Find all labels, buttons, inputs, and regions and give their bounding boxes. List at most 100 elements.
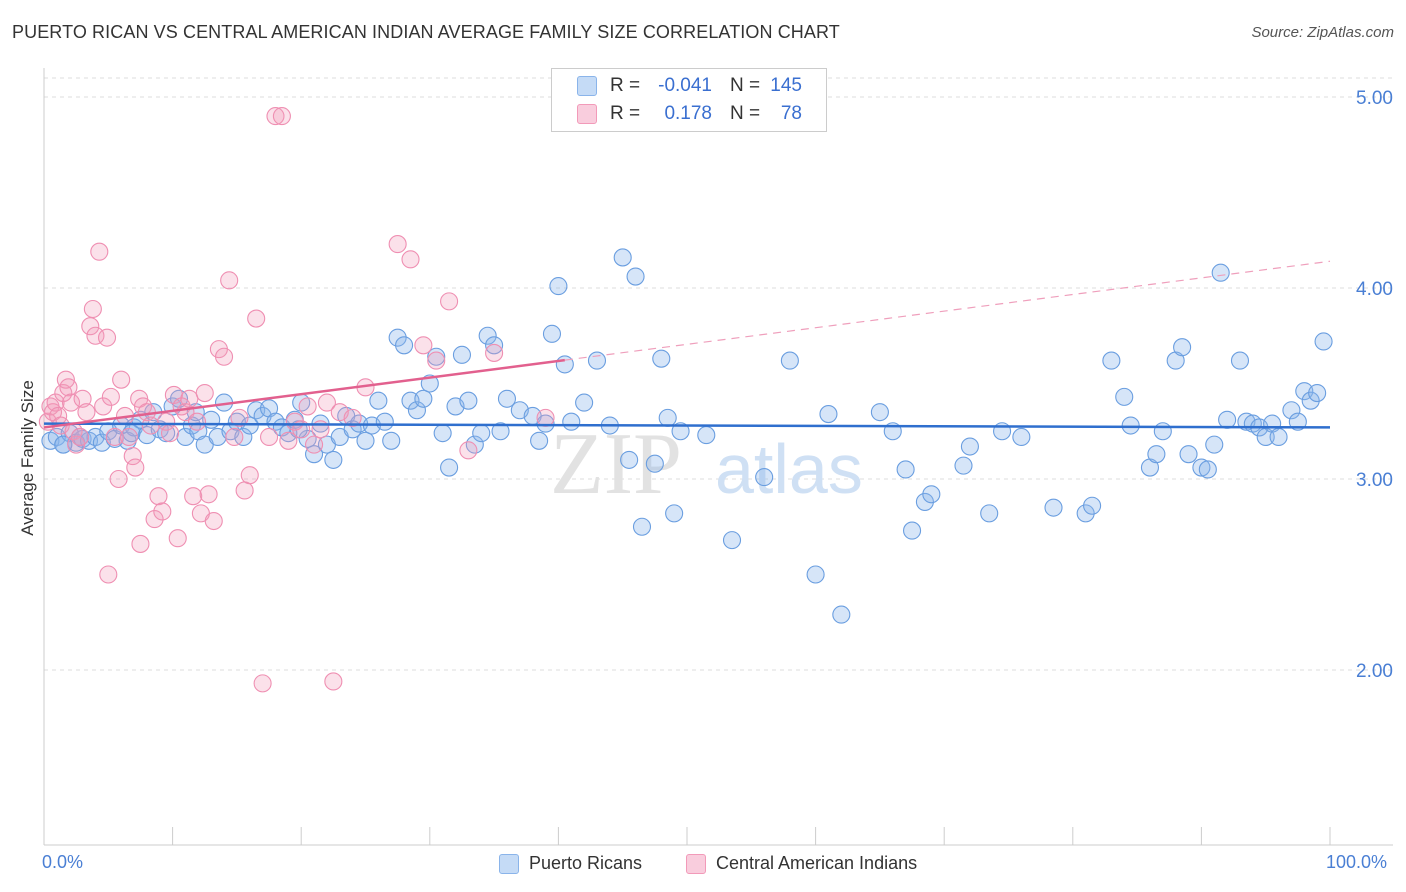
data-point <box>1314 332 1333 351</box>
data-point <box>497 389 517 408</box>
data-point <box>427 347 446 366</box>
data-point <box>485 336 504 355</box>
data-point <box>272 107 291 126</box>
data-point <box>145 510 164 529</box>
data-point <box>388 235 407 254</box>
data-point <box>697 426 716 445</box>
data-point <box>414 336 433 355</box>
y-tick-labels: 2.00 3.00 4.00 5.00 <box>1356 88 1393 682</box>
legend-item-puerto-ricans: Puerto Ricans <box>499 853 642 874</box>
r-label: R = <box>610 103 641 124</box>
data-point <box>81 317 100 336</box>
data-point <box>123 447 142 466</box>
data-point <box>478 326 497 345</box>
data-point <box>317 393 336 412</box>
data-point <box>70 427 90 447</box>
trend-line-central-american-indians-projection <box>564 260 1331 361</box>
data-point <box>180 389 199 408</box>
data-point <box>97 328 117 347</box>
data-point <box>870 403 889 422</box>
data-point <box>73 389 92 408</box>
data-point <box>101 387 120 406</box>
trend-line-central-american-indians <box>43 358 565 429</box>
data-point <box>235 481 254 500</box>
data-point <box>1121 416 1140 435</box>
stats-legend: R = -0.041 N = 145 R = 0.178 N = 78 <box>551 68 827 132</box>
legend-label: Puerto Ricans <box>529 853 643 873</box>
y-axis-label: Average Family Size <box>18 380 37 536</box>
data-point <box>1288 412 1307 431</box>
legend-swatch-pink <box>577 104 597 124</box>
data-point <box>645 454 664 473</box>
data-point <box>247 309 266 328</box>
data-point <box>922 485 941 504</box>
data-point <box>86 326 105 345</box>
source-note: Source: ZipAtlas.com <box>1251 24 1394 41</box>
data-point <box>819 405 838 424</box>
data-point <box>285 412 304 431</box>
data-point <box>149 487 168 506</box>
data-point <box>220 271 239 290</box>
data-point <box>230 408 249 427</box>
data-point <box>253 674 272 693</box>
data-point <box>536 414 555 433</box>
legend-item-central-american-indians: Central American Indians <box>686 853 917 874</box>
trend-lines <box>43 260 1331 429</box>
data-point <box>440 292 459 311</box>
data-point <box>542 324 562 343</box>
data-point <box>575 393 594 412</box>
data-point <box>61 393 81 412</box>
data-point <box>204 511 223 531</box>
data-point <box>1102 351 1121 370</box>
data-point <box>1211 263 1230 282</box>
data-point <box>356 431 375 450</box>
data-point <box>105 427 124 447</box>
data-point <box>722 531 742 550</box>
data-point <box>530 431 549 450</box>
data-point <box>549 277 568 296</box>
data-point <box>896 460 915 479</box>
data-point <box>613 248 632 267</box>
data-point <box>671 422 690 441</box>
data-point <box>395 336 414 355</box>
data-point <box>1192 458 1211 477</box>
data-point <box>472 424 491 443</box>
data-point <box>187 412 207 431</box>
series-legend: Puerto Ricans Central American Indians <box>0 851 1406 879</box>
data-point <box>240 466 259 485</box>
data-point <box>298 397 317 416</box>
data-point <box>90 242 109 261</box>
chart-title: PUERTO RICAN VS CENTRAL AMERICAN INDIAN … <box>12 22 840 42</box>
data-point <box>407 401 426 420</box>
data-point <box>902 521 922 540</box>
data-point <box>555 355 574 374</box>
y-tick-label: 2.00 <box>1356 661 1393 682</box>
data-point <box>427 351 446 370</box>
data-point <box>119 427 138 447</box>
data-point <box>491 422 510 441</box>
data-point <box>1230 351 1250 370</box>
data-point <box>1179 445 1198 464</box>
data-point <box>832 605 851 624</box>
data-point <box>259 427 279 447</box>
r-label: R = <box>610 75 641 96</box>
data-point <box>54 383 73 403</box>
data-point <box>1218 410 1237 429</box>
watermark-zip: ZIP <box>550 416 682 513</box>
data-point <box>780 351 799 370</box>
data-point <box>1044 498 1063 517</box>
data-point <box>168 529 187 548</box>
data-point <box>99 565 118 584</box>
data-point <box>1308 383 1327 403</box>
data-point <box>433 424 452 443</box>
data-point <box>440 458 459 477</box>
data-point <box>459 391 478 410</box>
data-point <box>160 424 180 443</box>
data-point <box>59 378 78 397</box>
data-point <box>401 250 420 269</box>
n-value: 145 <box>770 75 802 96</box>
legend-swatch-blue <box>499 853 519 874</box>
data-point <box>324 450 343 469</box>
data-point <box>305 435 324 454</box>
grid-lines <box>44 77 1393 671</box>
